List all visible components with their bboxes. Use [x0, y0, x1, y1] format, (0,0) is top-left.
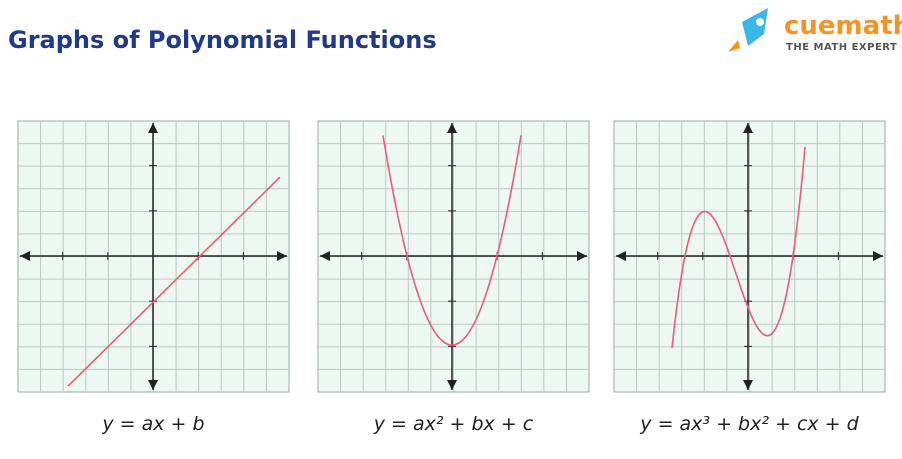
- caption: y = ax² + bx + c: [373, 413, 534, 435]
- curve: [382, 135, 522, 346]
- logo-icon: [728, 8, 768, 52]
- curve: [67, 176, 281, 387]
- logo-tagline: THE MATH EXPERT: [786, 42, 897, 53]
- caption: y = ax³ + bx² + cx + d: [639, 413, 859, 435]
- logo-name: cuemath: [784, 11, 902, 41]
- curve: [671, 146, 806, 349]
- caption: y = ax + b: [101, 413, 204, 435]
- title: Graphs of Polynomial Functions: [8, 26, 437, 54]
